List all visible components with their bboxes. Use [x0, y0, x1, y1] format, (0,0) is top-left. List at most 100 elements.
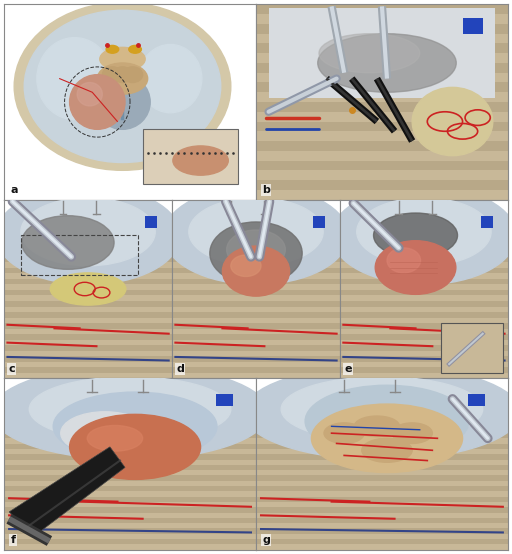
Bar: [172, 345, 340, 351]
Text: c: c: [8, 364, 15, 374]
Bar: [256, 460, 508, 465]
Bar: [172, 295, 340, 301]
Bar: [256, 170, 508, 180]
FancyBboxPatch shape: [467, 394, 485, 406]
Ellipse shape: [392, 423, 432, 443]
Polygon shape: [9, 447, 125, 536]
Bar: [172, 312, 340, 317]
Bar: [4, 362, 172, 367]
Text: a: a: [10, 184, 18, 194]
Bar: [4, 367, 172, 373]
Ellipse shape: [311, 404, 462, 473]
Bar: [4, 301, 172, 306]
Bar: [340, 345, 508, 351]
Text: b: b: [262, 184, 270, 194]
Bar: [256, 491, 508, 496]
FancyBboxPatch shape: [143, 129, 239, 184]
Bar: [172, 323, 340, 329]
Bar: [340, 279, 508, 284]
Circle shape: [102, 67, 122, 83]
Ellipse shape: [164, 186, 348, 285]
Ellipse shape: [0, 366, 269, 460]
Bar: [4, 356, 172, 362]
Circle shape: [122, 67, 143, 83]
Bar: [340, 323, 508, 329]
Ellipse shape: [374, 213, 458, 258]
FancyBboxPatch shape: [269, 8, 495, 98]
FancyBboxPatch shape: [4, 378, 256, 550]
FancyBboxPatch shape: [340, 199, 508, 378]
Bar: [172, 362, 340, 367]
FancyBboxPatch shape: [256, 4, 508, 199]
Bar: [256, 131, 508, 141]
FancyBboxPatch shape: [4, 199, 172, 378]
Bar: [4, 279, 172, 284]
Ellipse shape: [375, 241, 456, 294]
Bar: [340, 295, 508, 301]
Bar: [256, 112, 508, 121]
FancyBboxPatch shape: [441, 323, 503, 373]
Circle shape: [113, 67, 133, 83]
Bar: [256, 24, 508, 34]
Bar: [4, 539, 256, 544]
Ellipse shape: [87, 425, 143, 451]
Ellipse shape: [106, 45, 119, 53]
Bar: [340, 356, 508, 362]
Ellipse shape: [243, 366, 512, 460]
Bar: [256, 534, 508, 539]
Ellipse shape: [318, 34, 456, 93]
FancyBboxPatch shape: [256, 378, 508, 550]
Ellipse shape: [387, 248, 420, 273]
Bar: [172, 334, 340, 340]
Bar: [340, 373, 508, 378]
Bar: [4, 263, 172, 268]
Ellipse shape: [332, 186, 512, 285]
Ellipse shape: [319, 34, 420, 73]
Bar: [4, 454, 256, 460]
Bar: [256, 93, 508, 102]
Bar: [340, 301, 508, 306]
Bar: [256, 523, 508, 529]
Circle shape: [14, 2, 231, 170]
Bar: [4, 502, 256, 507]
Ellipse shape: [22, 216, 114, 269]
Bar: [256, 433, 508, 438]
FancyBboxPatch shape: [216, 394, 233, 406]
Text: g: g: [262, 535, 270, 545]
Bar: [256, 502, 508, 507]
Bar: [4, 475, 256, 481]
FancyBboxPatch shape: [172, 199, 340, 378]
Bar: [256, 63, 508, 73]
Bar: [172, 351, 340, 356]
Bar: [256, 454, 508, 460]
Bar: [4, 523, 256, 529]
Bar: [4, 295, 172, 301]
FancyBboxPatch shape: [313, 216, 325, 228]
Ellipse shape: [357, 198, 491, 266]
Bar: [172, 263, 340, 268]
Bar: [256, 34, 508, 43]
Bar: [256, 496, 508, 502]
Bar: [340, 362, 508, 367]
Ellipse shape: [129, 45, 141, 53]
Ellipse shape: [281, 377, 483, 442]
Text: d: d: [176, 364, 184, 374]
Bar: [172, 301, 340, 306]
Bar: [340, 284, 508, 290]
Bar: [4, 518, 256, 523]
Bar: [256, 512, 508, 518]
Bar: [4, 491, 256, 496]
Ellipse shape: [53, 392, 217, 460]
Bar: [172, 279, 340, 284]
Bar: [4, 496, 256, 502]
Bar: [256, 151, 508, 161]
Bar: [4, 345, 172, 351]
Bar: [172, 284, 340, 290]
Bar: [340, 312, 508, 317]
Bar: [172, 257, 340, 263]
Bar: [340, 340, 508, 345]
Ellipse shape: [412, 88, 493, 156]
Bar: [4, 323, 172, 329]
Ellipse shape: [95, 75, 150, 129]
Bar: [4, 529, 256, 534]
